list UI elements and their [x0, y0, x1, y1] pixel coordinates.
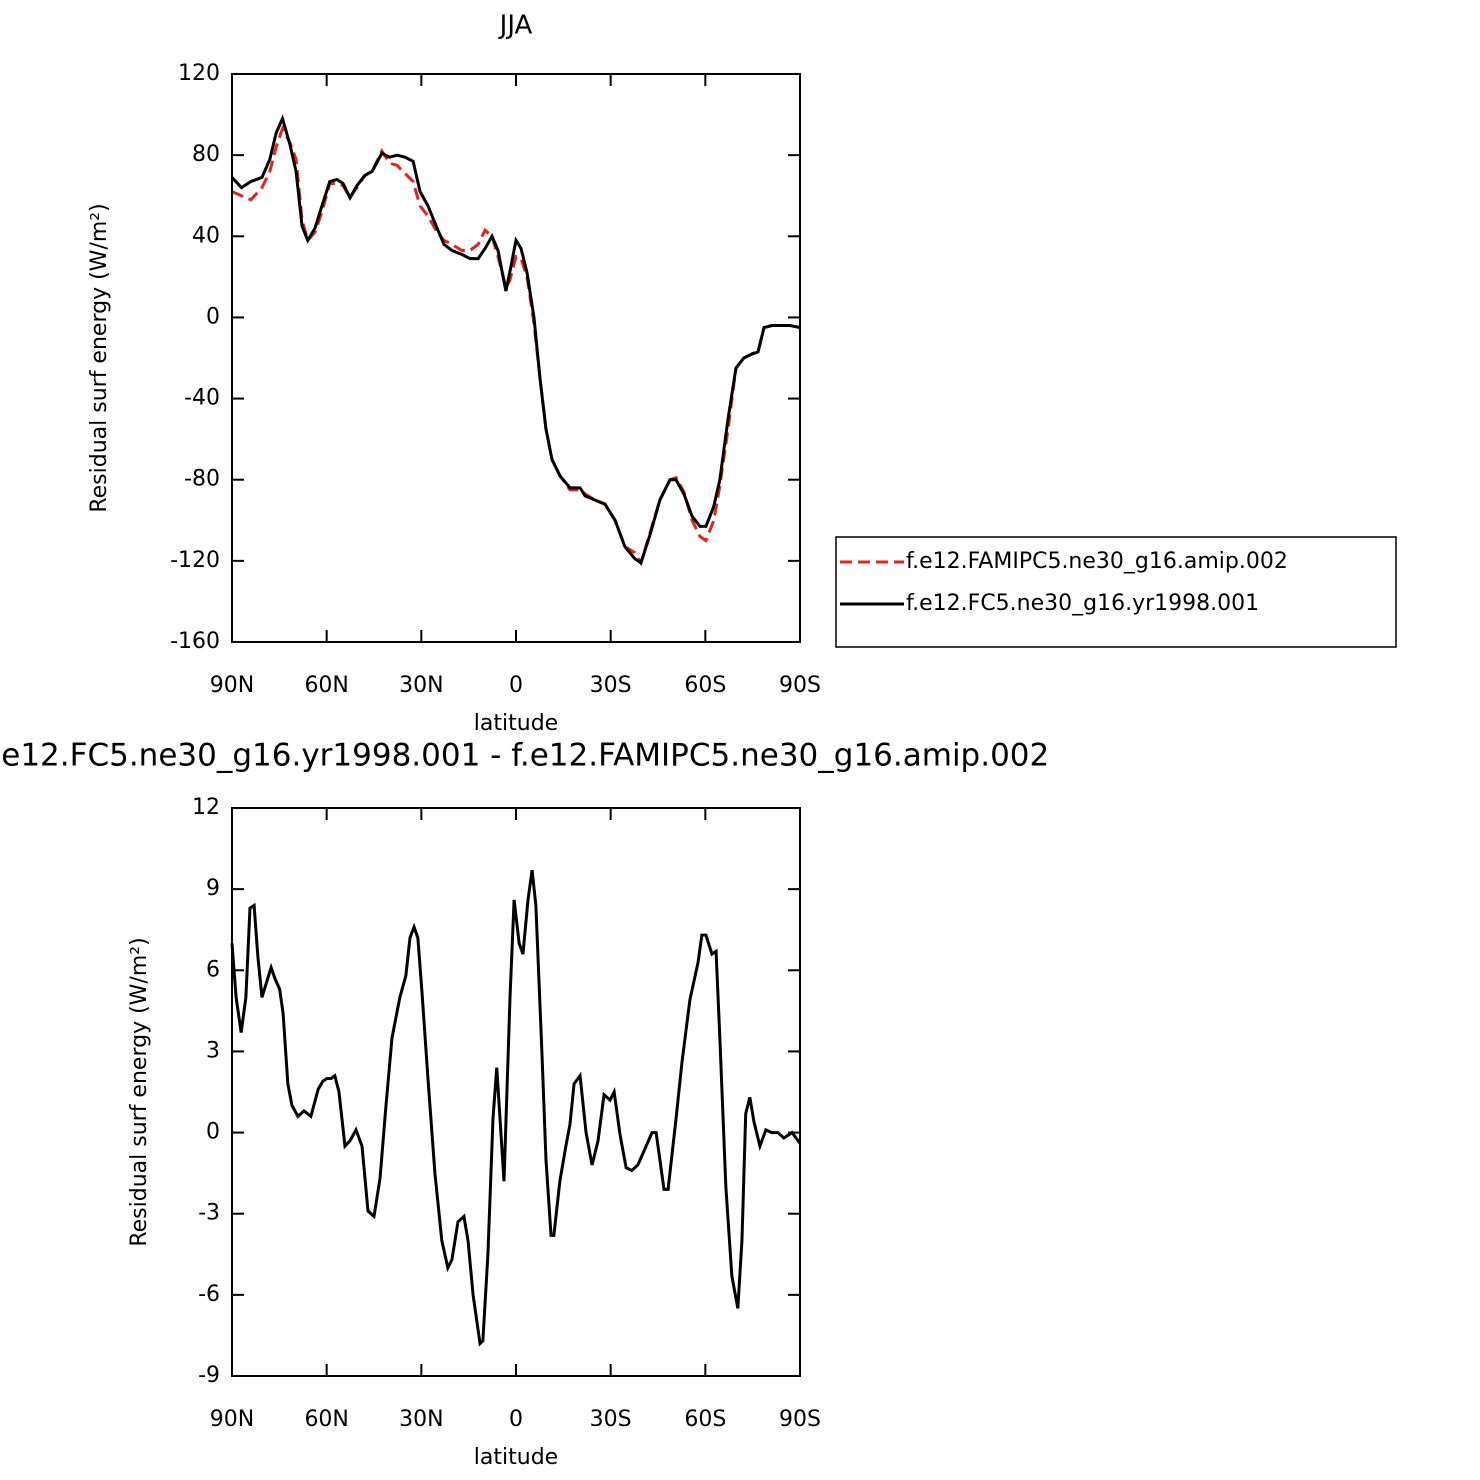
x-tick-label: 90S: [779, 673, 821, 698]
y-tick-label: 0: [206, 1120, 220, 1145]
legend: f.e12.FAMIPC5.ne30_g16.amip.002 f.e12.FC5…: [835, 536, 1397, 648]
y-axis-label: Residual surf energy (W/m²): [87, 203, 112, 512]
legend-label: f.e12.FC5.ne30_g16.yr1998.001: [906, 591, 1259, 616]
y-tick-label: 6: [206, 957, 220, 982]
x-tick-label: 60S: [684, 673, 726, 698]
y-tick-label: -3: [198, 1201, 220, 1226]
x-axis-label: latitude: [474, 1445, 558, 1470]
y-tick-label: -80: [184, 467, 220, 492]
x-tick-label: 30N: [399, 673, 443, 698]
y-tick-label: 80: [192, 142, 220, 167]
y-tick-label: -40: [184, 386, 220, 411]
x-tick-label: 30N: [399, 1407, 443, 1432]
chart-title: f.e12.FC5.ne30_g16.yr1998.001 - f.e12.FA…: [0, 738, 1049, 774]
y-tick-label: -160: [170, 629, 220, 654]
y-tick-label: -9: [198, 1363, 220, 1388]
x-tick-label: 60S: [684, 1407, 726, 1432]
x-tick-label: 30S: [590, 673, 632, 698]
y-axis-label: Residual surf energy (W/m²): [127, 937, 152, 1246]
data-line: [230, 870, 802, 1347]
y-tick-label: 40: [192, 223, 220, 248]
x-tick-label: 30S: [590, 1407, 632, 1432]
y-tick-label: 120: [178, 61, 220, 86]
chart-title: JJA: [498, 11, 533, 41]
x-tick-label: 60N: [304, 673, 348, 698]
legend-box: [835, 536, 1397, 648]
data-line: [230, 114, 801, 566]
x-tick-label: 90S: [779, 1407, 821, 1432]
y-tick-label: 9: [206, 876, 220, 901]
x-tick-label: 0: [509, 1407, 523, 1432]
x-tick-label: 60N: [304, 1407, 348, 1432]
y-tick-label: 0: [206, 304, 220, 329]
y-tick-label: -120: [170, 548, 220, 573]
x-tick-label: 90N: [210, 673, 254, 698]
plot-frame: [231, 73, 801, 643]
y-tick-label: -6: [198, 1282, 220, 1307]
x-tick-label: 0: [509, 673, 523, 698]
legend-label: f.e12.FAMIPC5.ne30_g16.amip.002: [906, 549, 1288, 574]
y-tick-label: 3: [206, 1038, 220, 1063]
x-tick-label: 90N: [210, 1407, 254, 1432]
y-tick-label: 12: [192, 795, 220, 820]
x-axis-label: latitude: [474, 711, 558, 736]
